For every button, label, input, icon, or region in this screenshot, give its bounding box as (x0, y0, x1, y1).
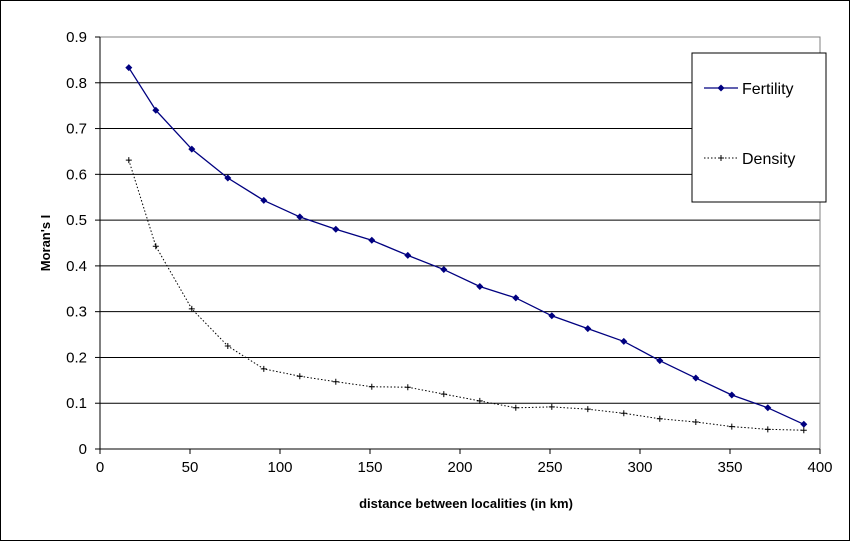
data-point-fertility (260, 196, 268, 204)
x-tick-label: 400 (807, 459, 832, 476)
y-tick-label: 0.3 (66, 304, 87, 321)
x-tick-label: 0 (96, 459, 104, 476)
y-tick-label: 0.8 (66, 75, 87, 92)
x-tick-label: 50 (182, 459, 199, 476)
y-tick-label: 0.5 (66, 212, 87, 229)
data-point-density (476, 397, 483, 404)
data-point-fertility (512, 294, 520, 302)
data-point-fertility (152, 106, 160, 114)
x-tick-label: 100 (267, 459, 292, 476)
series-layer (125, 64, 808, 434)
data-point-fertility (368, 236, 376, 244)
data-point-density (224, 343, 231, 349)
data-point-density (512, 404, 519, 411)
data-point-fertility (584, 325, 592, 333)
legend-item-density: Density (704, 151, 795, 168)
y-tick-label: 0.2 (66, 349, 87, 366)
data-point-fertility (224, 174, 232, 182)
data-point-density (404, 384, 411, 391)
y-axis-ticks: 0 0.1 0.2 0.3 0.4 0.5 0.6 0.7 0.8 0.9 (66, 29, 100, 458)
data-point-fertility (764, 404, 772, 412)
data-point-density (692, 418, 699, 425)
legend-label-density: Density (742, 151, 795, 168)
y-tick-label: 0.6 (66, 166, 87, 183)
data-point-fertility (620, 337, 628, 345)
data-point-fertility (476, 282, 484, 290)
data-point-density (620, 410, 627, 417)
data-point-fertility (332, 225, 340, 233)
data-point-density (368, 383, 375, 390)
series-fertility (125, 64, 808, 428)
data-point-fertility (692, 374, 700, 382)
data-point-density (584, 406, 591, 413)
data-point-fertility (656, 357, 664, 365)
y-tick-label: 0.7 (66, 121, 87, 138)
legend-marker-density (718, 155, 724, 161)
data-point-density (125, 157, 132, 164)
x-tick-label: 250 (537, 459, 562, 476)
legend-label-fertility: Fertility (742, 81, 794, 98)
x-tick-label: 350 (717, 459, 742, 476)
series-line-fertility (128, 67, 805, 425)
data-point-density (548, 403, 555, 410)
data-point-density (296, 373, 303, 380)
y-tick-label: 0.9 (66, 29, 87, 46)
x-tick-label: 150 (357, 459, 382, 476)
y-tick-label: 0 (79, 441, 87, 458)
data-point-density (152, 243, 159, 250)
data-point-density (332, 378, 339, 385)
data-point-fertility (548, 312, 556, 320)
y-axis-title: Moran's I (38, 215, 53, 272)
data-point-density (764, 426, 771, 433)
data-point-density (656, 415, 663, 422)
data-point-density (800, 427, 807, 434)
data-point-density (728, 423, 735, 430)
series-density (125, 157, 807, 434)
data-point-density (440, 391, 447, 398)
legend-item-fertility: Fertility (704, 81, 794, 98)
data-point-density (188, 305, 195, 312)
data-point-fertility (296, 213, 304, 221)
data-point-fertility (188, 145, 196, 153)
data-point-fertility (728, 391, 736, 399)
data-point-fertility (404, 251, 412, 259)
data-point-fertility (440, 266, 448, 274)
x-tick-label: 200 (447, 459, 472, 476)
data-point-fertility (800, 420, 808, 428)
x-axis-ticks: 0 50 100 150 200 250 300 350 400 (96, 449, 833, 476)
y-tick-label: 0.1 (66, 395, 87, 412)
legend-marker-fertility (717, 84, 725, 92)
legend-box (691, 52, 827, 203)
y-tick-label: 0.4 (66, 258, 87, 275)
legend: Fertility Density (691, 52, 827, 203)
data-point-fertility (125, 64, 133, 72)
x-axis-title: distance between localities (in km) (359, 496, 573, 511)
data-point-density (260, 365, 267, 372)
x-tick-label: 300 (627, 459, 652, 476)
